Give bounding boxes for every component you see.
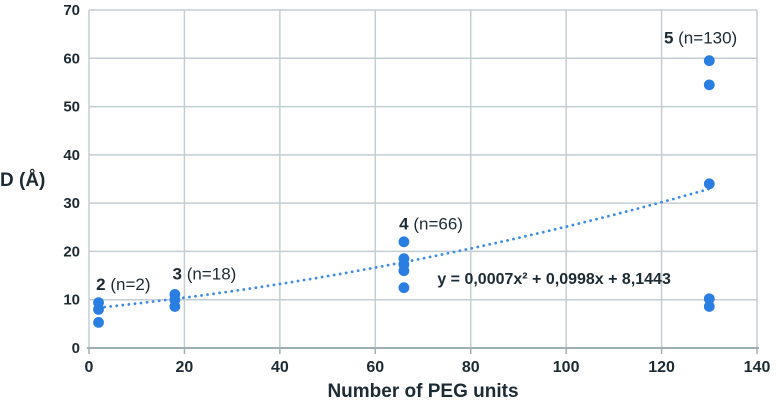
data-point: [93, 317, 104, 328]
cluster-annotation: 5 (n=130): [664, 29, 737, 48]
data-point: [398, 265, 410, 277]
x-tick-label: 40: [271, 359, 289, 376]
x-tick-label: 60: [366, 359, 384, 376]
x-tick-label: 100: [553, 359, 580, 376]
data-point: [703, 293, 715, 305]
x-tick-label: 0: [85, 359, 94, 376]
data-point: [398, 282, 410, 294]
data-point: [703, 79, 715, 91]
data-point: [398, 236, 410, 248]
data-point: [703, 301, 715, 312]
cluster-annotation: 3 (n=18): [173, 265, 237, 284]
data-point: [703, 55, 715, 67]
x-tick-label: 120: [648, 359, 675, 376]
y-tick-label: 50: [63, 99, 80, 116]
trendline-equation: y = 0,0007x² + 0,0998x + 8,1443: [437, 271, 671, 288]
y-tick-label: 0: [72, 340, 80, 357]
x-tick-label: 20: [176, 359, 194, 376]
data-point: [703, 178, 715, 190]
y-tick-label: 30: [63, 195, 80, 212]
y-tick-label: 20: [63, 243, 80, 260]
y-tick-label: 60: [63, 50, 80, 67]
cluster-annotation: 2 (n=2): [96, 275, 150, 294]
trendline: [97, 187, 711, 310]
x-axis-title: Number of PEG units: [327, 381, 518, 402]
data-point: [93, 303, 104, 315]
y-axis-title: D (Å): [0, 170, 45, 191]
y-tick-label: 10: [63, 292, 80, 309]
data-point: [169, 301, 181, 312]
x-tick-label: 140: [744, 359, 771, 376]
y-tick-label: 70: [63, 2, 80, 19]
y-tick-label: 40: [63, 147, 80, 164]
x-tick-label: 80: [462, 359, 480, 376]
cluster-annotation: 4 (n=66): [399, 214, 463, 233]
